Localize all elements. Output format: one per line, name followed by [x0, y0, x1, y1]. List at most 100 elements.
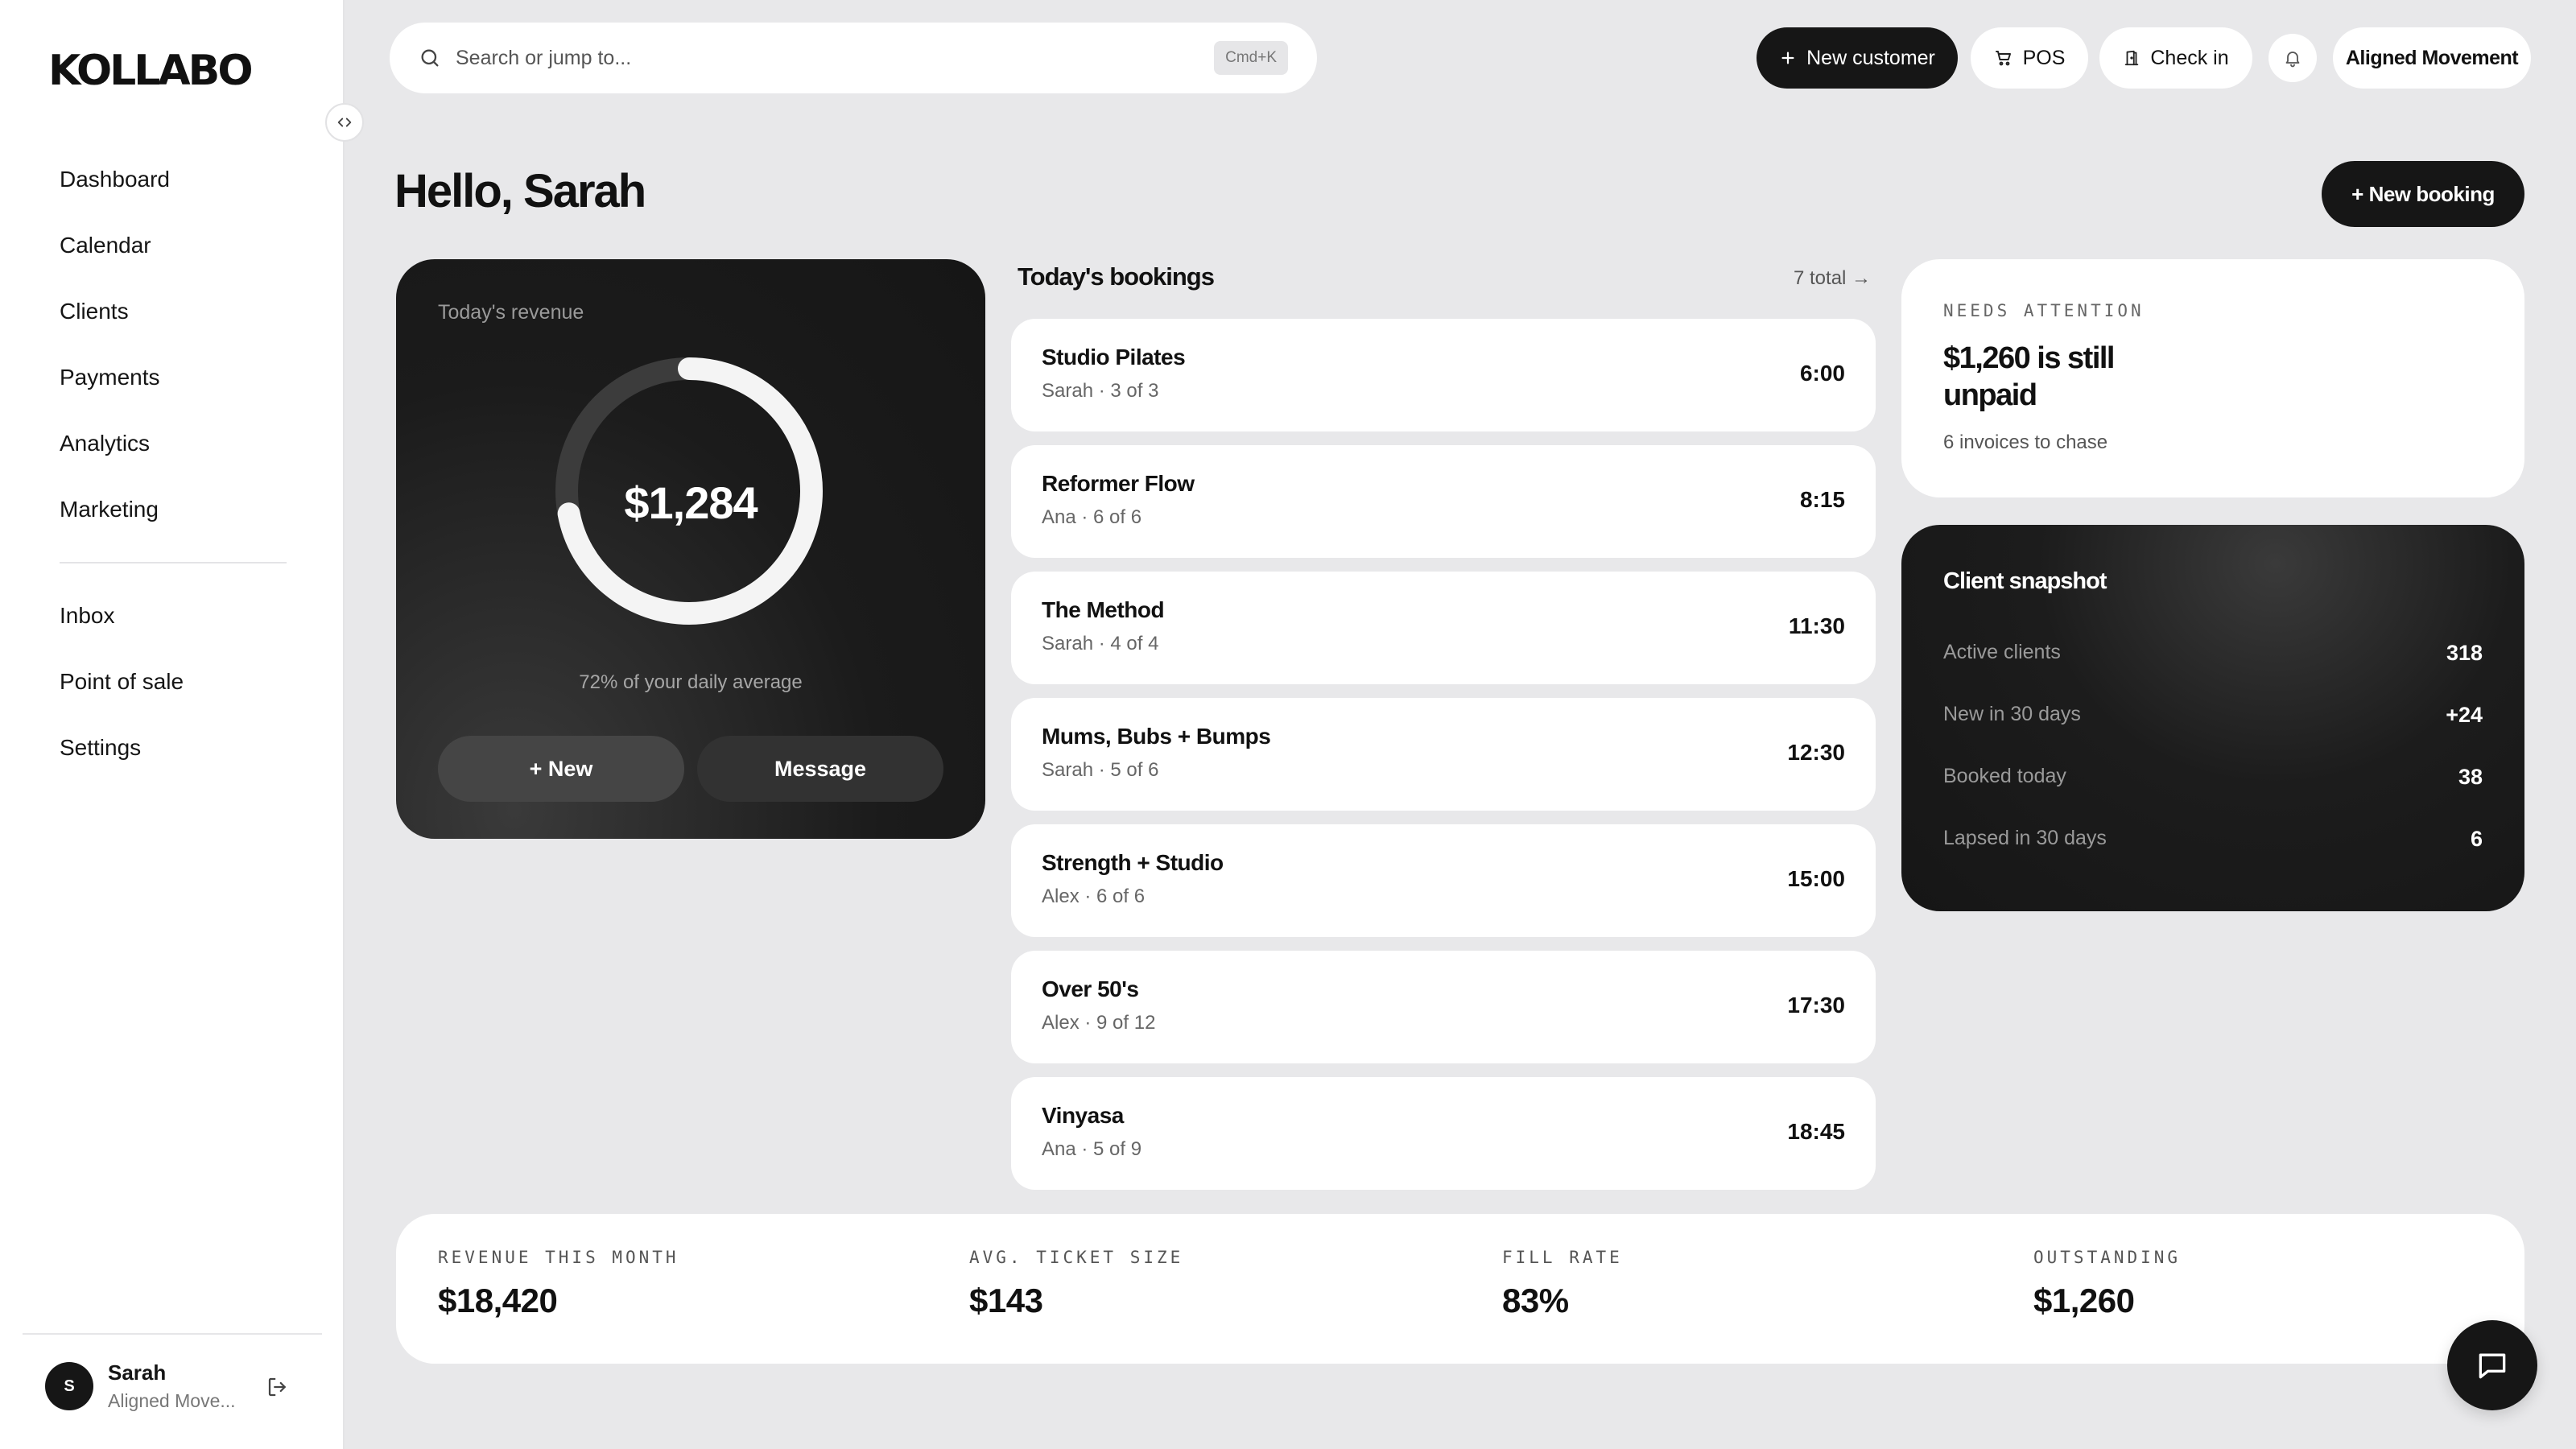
- stat-value: $18,420: [438, 1282, 558, 1319]
- chat-button[interactable]: [2447, 1320, 2537, 1410]
- sidebar-item-point-of-sale[interactable]: Point of sale: [60, 669, 184, 694]
- sidebar-item-analytics[interactable]: Analytics: [60, 431, 151, 456]
- booking-time: 15:00: [1787, 866, 1845, 891]
- sidebar-item-inbox[interactable]: Inbox: [60, 603, 115, 628]
- booking-meta: Sarah · 4 of 4: [1042, 633, 1159, 654]
- booking-time: 6:00: [1799, 361, 1845, 386]
- booking-item[interactable]: Mums, Bubs + Bumps Sarah · 5 of 6 12:30: [1011, 698, 1876, 811]
- snapshot-value: 38: [2458, 765, 2483, 789]
- booking-item[interactable]: Over 50's Alex · 9 of 12 17:30: [1011, 951, 1876, 1063]
- user-divider: [23, 1333, 322, 1335]
- stat-outstanding: OUTSTANDING $1,260: [2033, 1248, 2181, 1320]
- attention-label: NEEDS ATTENTION: [1943, 301, 2145, 320]
- sidebar-item-clients[interactable]: Clients: [60, 299, 129, 324]
- booking-time: 8:15: [1799, 487, 1845, 512]
- secondary-nav: Inbox Point of sale Settings: [60, 583, 184, 781]
- stat-value: $143: [969, 1282, 1043, 1319]
- nav-divider: [60, 562, 287, 564]
- booking-meta: Ana · 6 of 6: [1042, 506, 1142, 528]
- notifications-button[interactable]: [2268, 34, 2317, 82]
- sidebar-item-marketing[interactable]: Marketing: [60, 497, 159, 522]
- stat-fill-rate: FILL RATE 83%: [1502, 1248, 1623, 1320]
- booking-meta: Sarah · 5 of 6: [1042, 759, 1159, 781]
- snapshot-row-booked-today: Booked today 38: [1943, 765, 2483, 790]
- bell-icon: [2285, 52, 2300, 68]
- org-switcher-button[interactable]: Aligned Movement: [2333, 27, 2531, 89]
- booking-name: Reformer Flow: [1042, 471, 1195, 496]
- revenue-value: $1,284: [624, 477, 758, 528]
- pos-button[interactable]: POS: [1971, 27, 2088, 89]
- stat-label: FILL RATE: [1502, 1248, 1623, 1267]
- collapse-sidebar-button[interactable]: [325, 103, 364, 142]
- check-in-button[interactable]: Check in: [2099, 27, 2252, 89]
- stat-value: $1,260: [2033, 1282, 2135, 1319]
- stat-revenue-month: REVENUE THIS MONTH $18,420: [438, 1248, 679, 1320]
- booking-meta: Sarah · 3 of 3: [1042, 380, 1159, 402]
- cart-icon: [1995, 51, 2011, 66]
- booking-time: 17:30: [1787, 993, 1845, 1018]
- booking-name: Mums, Bubs + Bumps: [1042, 724, 1271, 749]
- door-icon: [2125, 50, 2139, 66]
- app-logo[interactable]: KOLLABO: [48, 47, 254, 95]
- booking-time: 18:45: [1787, 1119, 1845, 1144]
- page-title: Hello, Sarah: [394, 165, 646, 217]
- main-nav: Dashboard Calendar Clients Payments Anal…: [60, 147, 170, 543]
- check-in-label: Check in: [2150, 46, 2229, 69]
- stat-label: AVG. TICKET SIZE: [969, 1248, 1184, 1267]
- snapshot-value: 318: [2446, 641, 2483, 665]
- bookings-total-link[interactable]: 7 total →: [1794, 267, 1872, 289]
- booking-item[interactable]: The Method Sarah · 4 of 4 11:30: [1011, 572, 1876, 684]
- snapshot-label: Lapsed in 30 days: [1943, 827, 2107, 849]
- user-name: Sarah: [108, 1360, 167, 1385]
- booking-meta: Ana · 5 of 9: [1042, 1138, 1142, 1160]
- stats-bar: REVENUE THIS MONTH $18,420 AVG. TICKET S…: [396, 1214, 2524, 1364]
- stat-avg-ticket: AVG. TICKET SIZE $143: [969, 1248, 1183, 1320]
- revenue-label: Today's revenue: [438, 301, 584, 324]
- booking-meta: Alex · 9 of 12: [1042, 1012, 1156, 1034]
- new-customer-button[interactable]: New customer: [1757, 27, 1958, 89]
- revenue-new-button[interactable]: + New: [438, 736, 684, 802]
- sidebar: KOLLABO Dashboard Calendar Clients Payme…: [0, 0, 345, 1449]
- snapshot-label: New in 30 days: [1943, 703, 2081, 725]
- snapshot-title: Client snapshot: [1943, 568, 2107, 594]
- stat-value: 83%: [1502, 1282, 1569, 1319]
- search-bar[interactable]: Cmd+K: [390, 23, 1317, 93]
- booking-name: Studio Pilates: [1042, 345, 1186, 369]
- snapshot-label: Active clients: [1943, 641, 2061, 663]
- sidebar-item-dashboard[interactable]: Dashboard: [60, 167, 170, 192]
- new-booking-button[interactable]: + New booking: [2322, 161, 2524, 227]
- needs-attention-card[interactable]: NEEDS ATTENTION $1,260 is still unpaid 6…: [1901, 259, 2524, 497]
- avatar: S: [45, 1362, 93, 1410]
- sidebar-item-calendar[interactable]: Calendar: [60, 233, 151, 258]
- booking-name: The Method: [1042, 597, 1165, 622]
- ring-fill: [555, 357, 823, 625]
- user-org: Aligned Move...: [108, 1390, 236, 1411]
- booking-name: Vinyasa: [1042, 1103, 1124, 1128]
- snapshot-row-active-clients: Active clients 318: [1943, 641, 2483, 666]
- booking-time: 12:30: [1787, 740, 1845, 765]
- booking-item[interactable]: Strength + Studio Alex · 6 of 6 15:00: [1011, 824, 1876, 937]
- revenue-message-button[interactable]: Message: [697, 736, 943, 802]
- stat-label: OUTSTANDING: [2033, 1248, 2182, 1267]
- booking-time: 11:30: [1788, 613, 1845, 638]
- revenue-card: Today's revenue $1,284 72% of your daily…: [396, 259, 985, 839]
- revenue-progress-ring: [555, 357, 823, 625]
- search-input[interactable]: [456, 46, 1215, 70]
- snapshot-row-new: New in 30 days +24: [1943, 703, 2483, 728]
- attention-subtext: 6 invoices to chase: [1943, 431, 2108, 453]
- user-text: Sarah Aligned Move...: [108, 1360, 236, 1412]
- booking-item[interactable]: Vinyasa Ana · 5 of 9 18:45: [1011, 1077, 1876, 1190]
- sidebar-item-payments[interactable]: Payments: [60, 365, 160, 390]
- new-customer-label: New customer: [1806, 46, 1935, 69]
- booking-item[interactable]: Reformer Flow Ana · 6 of 6 8:15: [1011, 445, 1876, 558]
- bookings-title: Today's bookings: [1018, 262, 1215, 291]
- sidebar-item-settings[interactable]: Settings: [60, 735, 142, 760]
- bookings-list: Studio Pilates Sarah · 3 of 3 6:00 Refor…: [1011, 319, 1876, 1203]
- search-shortcut: Cmd+K: [1214, 41, 1288, 75]
- booking-item[interactable]: Studio Pilates Sarah · 3 of 3 6:00: [1011, 319, 1876, 431]
- logout-icon[interactable]: [266, 1375, 290, 1399]
- attention-title: $1,260 is still unpaid: [1943, 341, 2116, 412]
- user-profile[interactable]: S Sarah Aligned Move...: [45, 1360, 236, 1412]
- snapshot-label: Booked today: [1943, 765, 2066, 787]
- stat-label: REVENUE THIS MONTH: [438, 1248, 679, 1267]
